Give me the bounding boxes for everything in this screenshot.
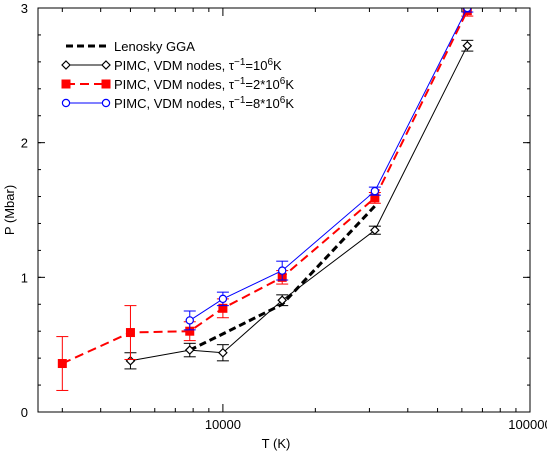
legend-label: Lenosky GGA [114,39,195,54]
legend-marker [101,79,111,89]
legend-text-part: PIMC, VDM nodes, τ [114,96,235,111]
data-point [218,294,228,304]
legend-entry: PIMC, VDM nodes, τ−1=8*106K [61,95,294,111]
series-line [189,8,468,321]
legend-superscript: −1 [234,57,246,68]
legend-marker [101,60,111,70]
legend-text-part: K [285,77,294,92]
legend-label: PIMC, VDM nodes, τ−1=8*106K [114,95,294,111]
legend-superscript: −1 [234,76,246,87]
legend-label: PIMC, VDM nodes, τ−1=2*106K [114,76,294,92]
legend-entry: Lenosky GGA [66,39,195,54]
legend-marker [61,98,71,108]
legend-text-part: PIMC, VDM nodes, τ [114,77,235,92]
x-axis-label: T (K) [262,436,291,451]
data-point [370,225,380,236]
data-point [57,359,67,369]
legend-text-part: =2*10 [245,77,279,92]
plot-frame [37,7,531,413]
y-tick-label: 0 [21,405,28,420]
legend-text-part: Lenosky GGA [114,39,195,54]
data-point [370,186,380,196]
series-line [130,45,468,362]
x-tick-label: 10000 [205,417,241,432]
legend-superscript: −1 [234,95,246,106]
y-axis-label: P (Mbar) [2,185,17,235]
data-point [462,40,473,51]
data-point [463,8,472,13]
data-point [218,347,228,358]
legend-marker [61,60,71,70]
legend-entry: PIMC, VDM nodes, τ−1=2*106K [61,76,294,92]
series-0 [189,204,376,352]
series-line [189,204,376,352]
data-point [184,345,195,355]
legend-superscript: 6 [267,57,273,68]
data-point [277,295,288,306]
legend-marker [101,98,111,108]
legend-text-part: =8*10 [245,96,279,111]
series-2 [56,8,474,391]
series-1 [124,39,474,370]
y-tick-label: 3 [21,1,28,16]
legend-label: PIMC, VDM nodes, τ−1=106K [114,57,282,73]
legend-superscript: 6 [280,95,286,106]
y-tick-label: 1 [21,270,28,285]
y-tick-label: 2 [21,136,28,151]
data-point [185,316,194,325]
legend-text-part: K [273,58,282,73]
data-point [278,266,287,275]
legend-marker [61,79,71,89]
legend-text-part: =10 [245,58,267,73]
series-group [56,8,474,391]
series-3 [183,8,474,331]
x-tick-label: 100000 [508,417,547,432]
legend-text-part: PIMC, VDM nodes, τ [114,58,235,73]
legend-text-part: K [285,96,294,111]
legend-superscript: 6 [280,76,286,87]
data-point [125,328,135,338]
legend-entry: PIMC, VDM nodes, τ−1=106K [61,57,282,73]
plot-area [56,8,474,391]
axes: 0 1 2 3 10000 100000 [21,1,547,432]
